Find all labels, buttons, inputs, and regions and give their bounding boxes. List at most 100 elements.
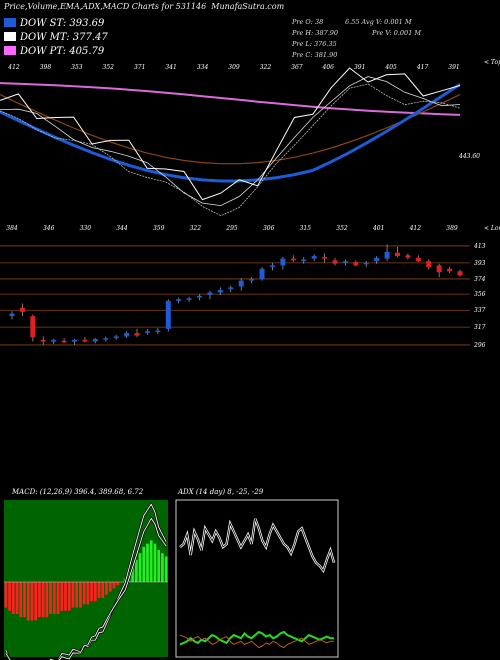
macd-bar [112, 582, 116, 589]
legend-label: DOW MT: 377.47 [20, 32, 108, 43]
candle-body [103, 338, 109, 340]
candle-body [51, 339, 57, 342]
candle-body [259, 268, 265, 279]
macd-bar [153, 543, 157, 582]
candle-body [311, 256, 317, 259]
macd-bar [90, 582, 93, 602]
low-tick-label: 295 [225, 225, 238, 232]
top-tick-label: 322 [260, 64, 272, 71]
macd-bar [131, 566, 134, 582]
stat-avg-volume: 6.55 Avg V: 0.001 M [345, 18, 412, 26]
candle-body [228, 287, 234, 290]
ema-last-value: 443.60 [458, 153, 480, 160]
macd-bar [8, 582, 11, 611]
stat-pre-open: Pre O: 38 [292, 18, 324, 26]
macd-bar [56, 582, 60, 614]
top-tick-label: 391 [354, 64, 365, 71]
candle-body [197, 295, 203, 298]
candle-body [426, 261, 432, 268]
candle-body [124, 333, 130, 337]
stat-pre-close: Pre C: 381.90 [292, 51, 338, 59]
candle-body [332, 260, 338, 264]
adx-line [179, 518, 335, 572]
candle-body [457, 271, 463, 276]
macd-bar [30, 582, 34, 621]
macd-signal-line [5, 517, 167, 660]
macd-bar [26, 582, 30, 621]
chart-title: Price,Volume,EMA,ADX,MACD Charts for 531… [4, 2, 284, 11]
candle-body [238, 280, 244, 287]
low-tick-label: 412 [409, 225, 422, 232]
low-tick-label: 306 [263, 225, 275, 232]
price-axis-label: 374 [474, 276, 486, 283]
candle-body [394, 252, 400, 257]
candle-body [342, 261, 348, 263]
top-tick-label: 417 [416, 64, 429, 71]
top-tick-label: 353 [71, 64, 83, 71]
candle-body [82, 339, 88, 342]
macd-bar [97, 582, 101, 598]
macd-bar [108, 582, 112, 592]
low-tick-label: 401 [372, 225, 384, 232]
macd-bar [60, 582, 64, 611]
ema-short-line [0, 82, 461, 183]
candle-body [30, 316, 36, 338]
macd-bar [79, 582, 82, 608]
low-tick-label: 352 [336, 225, 348, 232]
macd-bar [45, 582, 49, 618]
macd-bar [149, 540, 153, 582]
top-tick-label: 406 [322, 64, 335, 71]
candle-body [19, 307, 25, 312]
legend-swatch [4, 46, 16, 55]
candle-body [134, 333, 140, 336]
legend-label: DOW PT: 405.79 [20, 46, 105, 57]
price-axis-label: 296 [473, 342, 486, 349]
macd-bar [67, 582, 71, 611]
stat-pre-volume: Pre V: 0.001 M [372, 29, 422, 37]
candle-body [165, 300, 171, 329]
legend-swatch [4, 32, 16, 41]
adx-plus-di-line [179, 630, 334, 646]
candle-body [217, 289, 223, 293]
ema-white-line [0, 76, 461, 207]
macd-bar [161, 553, 164, 582]
macd-bar [71, 582, 75, 608]
candle-body [405, 255, 411, 258]
legend-dow-st: DOW ST: 393.69 [4, 18, 104, 29]
price-axis-label: 393 [474, 260, 486, 267]
legend-label: DOW ST: 393.69 [20, 18, 105, 29]
candle-body [9, 313, 15, 317]
top-tick-label: 371 [134, 64, 145, 71]
candle-body [61, 340, 67, 343]
candle-body [415, 257, 421, 262]
macd-bar [34, 582, 38, 621]
ema-mid-line [0, 94, 461, 165]
tops-axis-label: < Tops [484, 59, 500, 66]
macd-bar [64, 582, 67, 611]
low-tick-label: 322 [190, 225, 202, 232]
macd-bar [4, 582, 8, 608]
stat-pre-high: Pre H: 387.90 [292, 29, 339, 37]
candle-body [436, 265, 442, 273]
macd-bar [82, 582, 86, 605]
top-tick-label: 334 [197, 64, 209, 71]
macd-bar [146, 543, 149, 582]
macd-bar [116, 582, 120, 586]
candle-body [280, 258, 286, 266]
candle-body [176, 299, 182, 301]
price-axis-label: 413 [473, 243, 486, 250]
top-tick-label: 341 [165, 64, 176, 71]
ema-price-line [0, 67, 461, 201]
candle-body [447, 268, 453, 272]
top-tick-label: 412 [7, 64, 20, 71]
lows-axis-label: < Lows [484, 225, 500, 232]
price-axis-label: 356 [474, 291, 486, 298]
ema-gray-line [0, 83, 461, 217]
adx-minus-di-line [179, 634, 334, 649]
macd-bar [75, 582, 79, 608]
candle-body [72, 339, 78, 342]
legend-dow-mt: DOW MT: 377.47 [4, 32, 108, 43]
macd-bar [52, 582, 56, 614]
macd-bar [38, 582, 41, 618]
